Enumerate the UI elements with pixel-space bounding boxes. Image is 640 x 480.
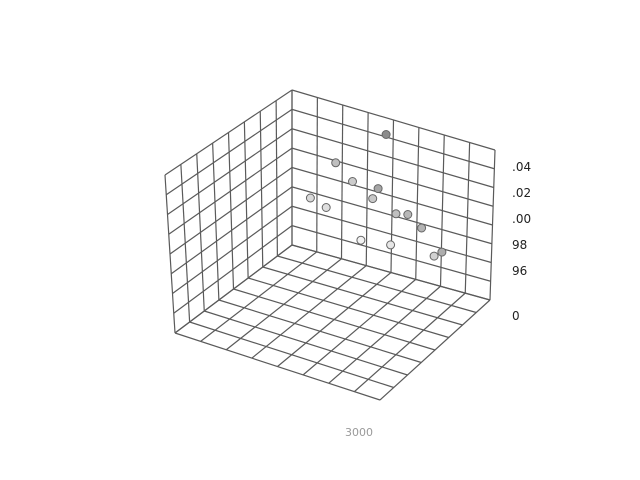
z-axis-ticks: .04 .02 .00 98 96 <box>512 160 531 278</box>
back-wall-grid-line <box>291 128 494 189</box>
data-point <box>403 210 413 219</box>
back-wall-grid-line <box>464 142 471 294</box>
left-wall-grid-line <box>168 147 293 235</box>
left-wall-grid-line <box>169 167 293 255</box>
data-point <box>331 158 341 168</box>
floor-grid-line <box>328 285 441 384</box>
back-wall-grid-line <box>291 147 494 207</box>
floor-grid-line <box>302 278 417 376</box>
floor-grid-line <box>247 277 449 339</box>
left-wall-grid-line <box>259 111 264 268</box>
back-wall-grid-line <box>415 127 420 280</box>
back-wall-grid-line <box>489 149 496 301</box>
data-point <box>417 223 427 233</box>
chart-grid <box>164 89 496 401</box>
data-point <box>321 203 331 212</box>
left-wall-grid-line <box>165 108 293 196</box>
z-tick-label: .02 <box>512 186 531 200</box>
left-wall-grid-line <box>164 89 293 176</box>
left-wall-grid-line <box>275 100 278 257</box>
data-points <box>305 130 447 261</box>
bottom-axis-label: 3000⁠⁠⁠⁠ <box>345 426 373 439</box>
floor-grid-line <box>277 255 477 314</box>
data-point <box>373 184 383 194</box>
z-tick-label: 96 <box>512 264 527 278</box>
data-point <box>386 240 396 250</box>
floor-grid-line <box>262 266 463 326</box>
z-tick-label: .00 <box>512 212 531 226</box>
data-point <box>391 209 401 219</box>
side-axis-label: 0 <box>512 309 520 323</box>
data-point <box>437 247 447 257</box>
back-wall-grid-line <box>291 108 495 170</box>
floor-grid-line <box>353 292 466 393</box>
data-point <box>381 130 391 139</box>
data-point <box>305 193 315 203</box>
data-point <box>348 177 357 186</box>
back-wall-grid-line <box>439 134 445 287</box>
floor-grid-line <box>379 299 491 401</box>
floor-grid-line <box>233 288 436 351</box>
left-wall-grid-line <box>243 121 249 279</box>
data-point <box>368 194 378 204</box>
data-point <box>429 251 439 261</box>
left-wall-grid-line <box>167 128 293 215</box>
data-point <box>356 235 366 245</box>
z-tick-label: .04 <box>512 160 531 174</box>
z-tick-label: 98 <box>512 238 527 252</box>
back-wall-grid-line <box>291 166 493 226</box>
back-wall-grid-line <box>291 89 496 151</box>
